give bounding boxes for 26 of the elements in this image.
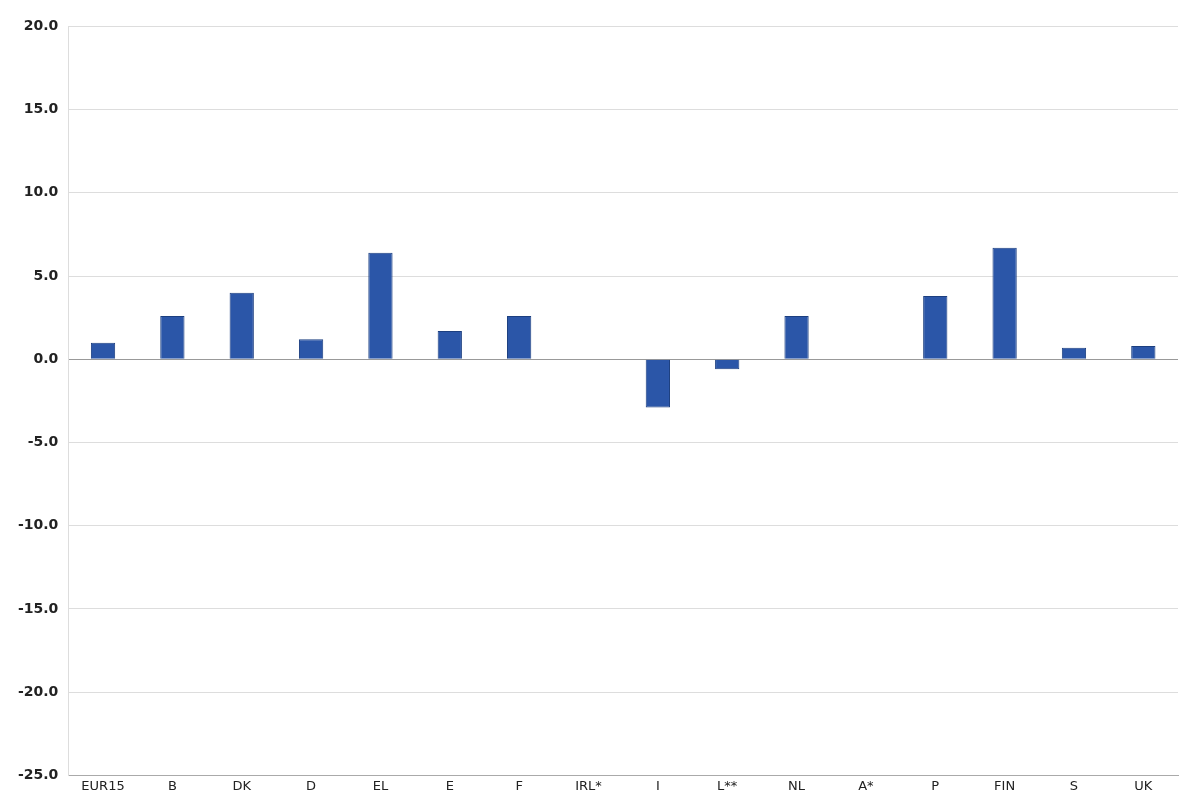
x-tick-label: IRL* [575,777,603,793]
y-tick-label: -20.0 [17,682,59,699]
x-tick-label: B [167,777,177,793]
x-tick-label: EL [372,777,389,793]
x-tick-label: P [931,777,940,793]
x-tick-label: UK [1134,777,1153,793]
x-tick-label: EUR15 [81,777,125,793]
x-tick-label: E [445,777,454,793]
y-tick-label: -15.0 [17,599,59,616]
y-tick-label: 0.0 [33,349,59,366]
x-tick-label: I [655,777,660,793]
x-tick-label: FIN [994,777,1016,793]
x-tick-label: NL [788,777,806,793]
y-tick-label: 20.0 [23,17,59,34]
x-tick-label: L** [717,777,738,793]
y-tick-label: -10.0 [17,516,59,533]
y-tick-label: 5.0 [33,266,59,283]
y-tick-label: -25.0 [17,766,59,783]
y-tick-label: -5.0 [27,433,59,450]
y-tick-label: 15.0 [23,100,59,117]
y-tick-label: 10.0 [23,183,59,200]
x-tick-label: F [515,777,523,793]
x-tick-label: S [1069,777,1079,793]
x-tick-label: DK [232,777,252,793]
x-tick-label: D [306,777,317,793]
x-tick-label: A* [858,777,875,793]
